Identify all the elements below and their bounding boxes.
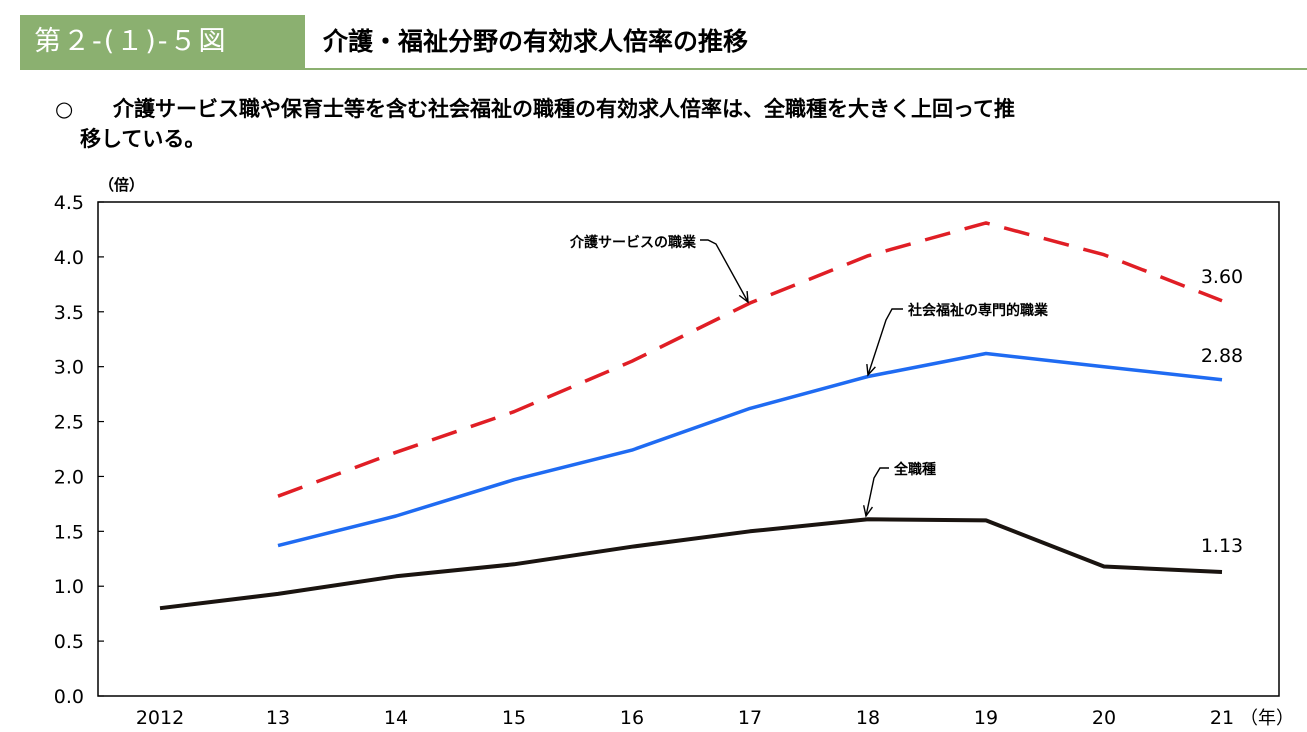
x-tick-label: 18 xyxy=(856,707,880,729)
series-fukushi-name: 社会福祉の専門的職業 xyxy=(907,302,1049,319)
series-all-pointer xyxy=(865,467,889,517)
x-axis-label: （年） xyxy=(1240,708,1294,729)
end-label-kaigo: 3.60 xyxy=(1201,266,1243,288)
y-tick-label: 4.5 xyxy=(54,192,84,214)
header-rule xyxy=(20,68,1307,70)
x-tick-label: 20 xyxy=(1092,707,1116,729)
summary-line-2: 移している。 xyxy=(80,127,206,151)
y-tick-label: 2.5 xyxy=(54,412,84,434)
x-tick-label: 19 xyxy=(974,707,998,729)
series-layer xyxy=(159,221,1223,611)
x-tick-label: 15 xyxy=(502,707,526,729)
y-tick-label: 0.0 xyxy=(54,686,84,708)
series-kaigo-name: 介護サービスの職業 xyxy=(569,234,697,251)
series-all-name: 全職種 xyxy=(893,461,936,478)
y-tick-label: 1.0 xyxy=(54,576,84,598)
x-tick-label: 21 xyxy=(1210,707,1234,729)
pointer-arrowhead xyxy=(738,290,749,304)
x-tick-label: 13 xyxy=(266,707,290,729)
end-label-fukushi: 2.88 xyxy=(1201,345,1243,367)
figure-title: 介護・福祉分野の有効求人倍率の推移 xyxy=(323,27,749,56)
y-tick-label: 1.5 xyxy=(54,521,84,543)
series-kaigo-line xyxy=(277,221,1223,498)
y-tick-label: 2.0 xyxy=(54,466,84,488)
x-tick-label: 14 xyxy=(384,707,408,729)
x-tick-label: 16 xyxy=(620,707,644,729)
y-axis-label: （倍） xyxy=(99,176,144,194)
y-tick-label: 0.5 xyxy=(54,631,84,653)
end-label-all: 1.13 xyxy=(1201,535,1243,557)
pointer-arrowhead xyxy=(866,363,876,377)
series-fukushi-line xyxy=(277,351,1223,548)
figure-number: 第２-(１)-５図 xyxy=(20,15,305,68)
series-fukushi-pointer xyxy=(867,308,903,376)
series-all-line xyxy=(159,517,1223,611)
plot-frame xyxy=(97,201,1280,697)
x-tick-label: 2012 xyxy=(136,707,184,729)
axis-ticks: 0.0 0.5 1.0 1.5 2.0 2.5 3.0 3.5 4.0 4.5 （倍） 2012 13 1… xyxy=(54,176,1294,729)
summary-line-1: 介護サービス職や保育士等を含む社会福祉の職種の有効求人倍率は、全職種を大きく上回… xyxy=(113,97,1015,121)
summary-bullet: ○ xyxy=(55,97,74,121)
y-tick-label: 3.0 xyxy=(54,357,84,379)
series-kaigo-pointer xyxy=(700,239,749,303)
figure-header: 第２-(１)-５図 介護・福祉分野の有効求人倍率の推移 xyxy=(20,15,1307,70)
x-tick-label: 17 xyxy=(738,707,762,729)
pointer-arrowhead xyxy=(862,505,874,518)
y-tick-label: 3.5 xyxy=(54,302,84,324)
y-tick-label: 4.0 xyxy=(54,247,84,269)
summary-text: ○ 介護サービス職や保育士等を含む社会福祉の職種の有効求人倍率は、全職種を大きく… xyxy=(55,94,1285,154)
